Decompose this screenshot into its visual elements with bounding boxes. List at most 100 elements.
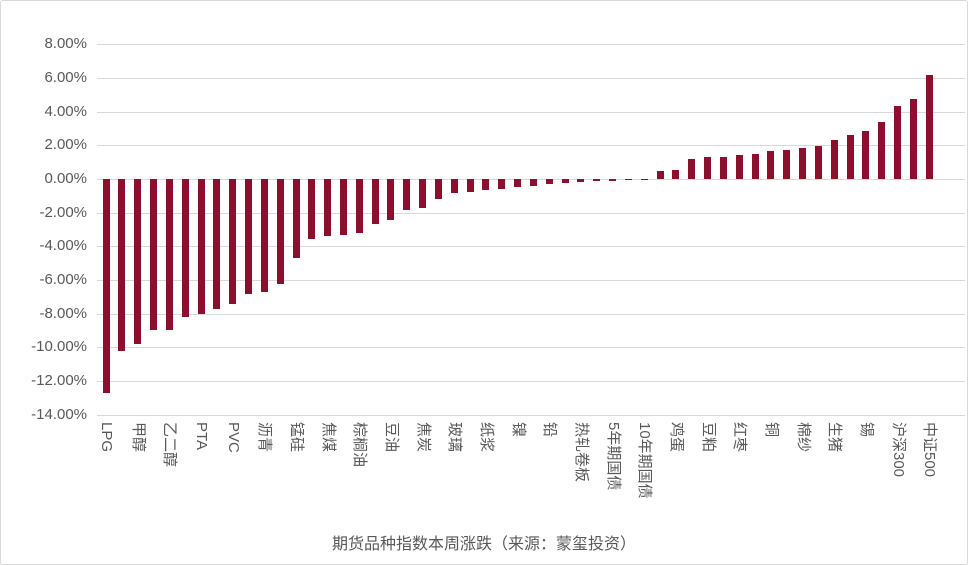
x-axis-label: 铜 bbox=[762, 422, 780, 438]
bar bbox=[735, 154, 743, 179]
x-axis-label: 5年期国债 bbox=[604, 422, 622, 491]
bar bbox=[403, 179, 411, 211]
x-axis-label: 生猪 bbox=[826, 422, 844, 453]
bar bbox=[894, 105, 901, 179]
bar bbox=[213, 179, 221, 309]
gridline bbox=[97, 313, 965, 315]
bar bbox=[751, 153, 759, 179]
y-axis-tick-label: -12.00% bbox=[31, 371, 87, 389]
bar bbox=[229, 179, 237, 304]
x-axis-label: 沥青 bbox=[256, 422, 274, 453]
bar bbox=[450, 179, 458, 193]
x-axis-label: 焦煤 bbox=[319, 422, 337, 453]
bar bbox=[165, 179, 173, 330]
bar bbox=[197, 179, 205, 314]
gridline bbox=[97, 78, 965, 80]
bar bbox=[656, 171, 664, 179]
bar bbox=[783, 150, 791, 179]
bar bbox=[308, 179, 316, 239]
x-axis-label: 焦炭 bbox=[414, 422, 432, 453]
x-axis-label: 镍 bbox=[509, 422, 527, 438]
y-axis-tick-label: -14.00% bbox=[31, 405, 87, 423]
bar bbox=[799, 147, 806, 179]
gridline bbox=[97, 414, 965, 416]
bar bbox=[134, 179, 142, 344]
bar bbox=[339, 179, 347, 235]
bar bbox=[814, 146, 822, 179]
gridline bbox=[97, 279, 965, 281]
x-axis-label: 乙二醇 bbox=[161, 422, 179, 468]
bar bbox=[624, 179, 632, 180]
bar bbox=[498, 179, 506, 189]
bar bbox=[925, 74, 933, 179]
x-axis-label: 豆粕 bbox=[699, 422, 717, 453]
bar bbox=[102, 179, 110, 393]
y-axis-tick-label: -2.00% bbox=[39, 203, 87, 221]
x-axis-label: 豆油 bbox=[382, 422, 400, 453]
bar bbox=[593, 179, 601, 181]
x-axis-label: 红枣 bbox=[731, 422, 749, 453]
bar bbox=[181, 179, 189, 317]
gridline bbox=[97, 347, 965, 349]
bar bbox=[704, 157, 711, 179]
bar bbox=[767, 150, 775, 179]
y-axis-tick-label: -10.00% bbox=[31, 338, 87, 356]
x-axis-label: 鸡蛋 bbox=[667, 422, 685, 453]
x-axis-label: 锡 bbox=[857, 422, 875, 438]
y-axis-tick-label: 0.00% bbox=[44, 170, 87, 187]
x-axis-label: PTA bbox=[193, 422, 210, 451]
bar bbox=[150, 179, 157, 331]
x-axis-label: 棕榈油 bbox=[351, 422, 369, 468]
bar bbox=[419, 179, 427, 208]
bar bbox=[245, 179, 252, 295]
y-axis-tick-label: -6.00% bbox=[39, 270, 87, 288]
bar bbox=[609, 179, 617, 181]
gridline bbox=[97, 380, 965, 382]
bar bbox=[688, 158, 696, 179]
bar bbox=[878, 121, 886, 179]
y-axis-tick-label: -4.00% bbox=[39, 237, 87, 255]
bar bbox=[355, 179, 363, 233]
bar bbox=[324, 179, 332, 236]
x-axis-label: 纸浆 bbox=[477, 422, 495, 453]
bar bbox=[577, 179, 585, 183]
bar bbox=[466, 179, 474, 193]
y-axis-tick-label: 2.00% bbox=[44, 136, 87, 154]
bar bbox=[292, 179, 300, 259]
x-axis-label: 热轧卷板 bbox=[572, 422, 590, 483]
x-axis-label: 沪深300 bbox=[889, 422, 907, 478]
bar bbox=[719, 156, 727, 179]
gridline bbox=[97, 212, 965, 214]
x-axis-label: 玻璃 bbox=[446, 422, 464, 453]
y-axis-tick-label: 6.00% bbox=[44, 69, 87, 87]
bar bbox=[640, 179, 648, 180]
bar bbox=[434, 179, 442, 199]
bar bbox=[529, 179, 537, 186]
y-axis-tick-label: -8.00% bbox=[39, 304, 87, 322]
x-axis-label: 锰硅 bbox=[288, 422, 305, 453]
bar bbox=[672, 169, 680, 179]
bar bbox=[846, 135, 854, 179]
bar bbox=[387, 179, 395, 220]
x-axis-label: 甲醇 bbox=[129, 422, 147, 453]
x-axis-label: PVC bbox=[224, 422, 242, 453]
bar bbox=[276, 179, 284, 285]
bar bbox=[909, 99, 917, 179]
chart-title: 期货品种指数本周涨跌（来源：蒙玺投资） bbox=[331, 536, 636, 553]
y-axis-tick-label: 8.00% bbox=[44, 35, 87, 53]
gridline bbox=[97, 44, 965, 46]
x-axis-label: LPG bbox=[98, 422, 115, 453]
x-axis-label: 铅 bbox=[541, 422, 559, 438]
gridline bbox=[97, 246, 965, 248]
gridline bbox=[97, 145, 965, 147]
bar bbox=[830, 139, 838, 179]
bar bbox=[545, 179, 553, 184]
gridline bbox=[97, 111, 965, 113]
x-axis-label: 中证500 bbox=[921, 422, 939, 478]
bar bbox=[118, 179, 126, 351]
x-axis-label: 10年期国债 bbox=[636, 422, 654, 499]
y-axis-tick-label: 4.00% bbox=[44, 102, 87, 120]
bar bbox=[514, 179, 522, 188]
bar bbox=[371, 179, 379, 224]
